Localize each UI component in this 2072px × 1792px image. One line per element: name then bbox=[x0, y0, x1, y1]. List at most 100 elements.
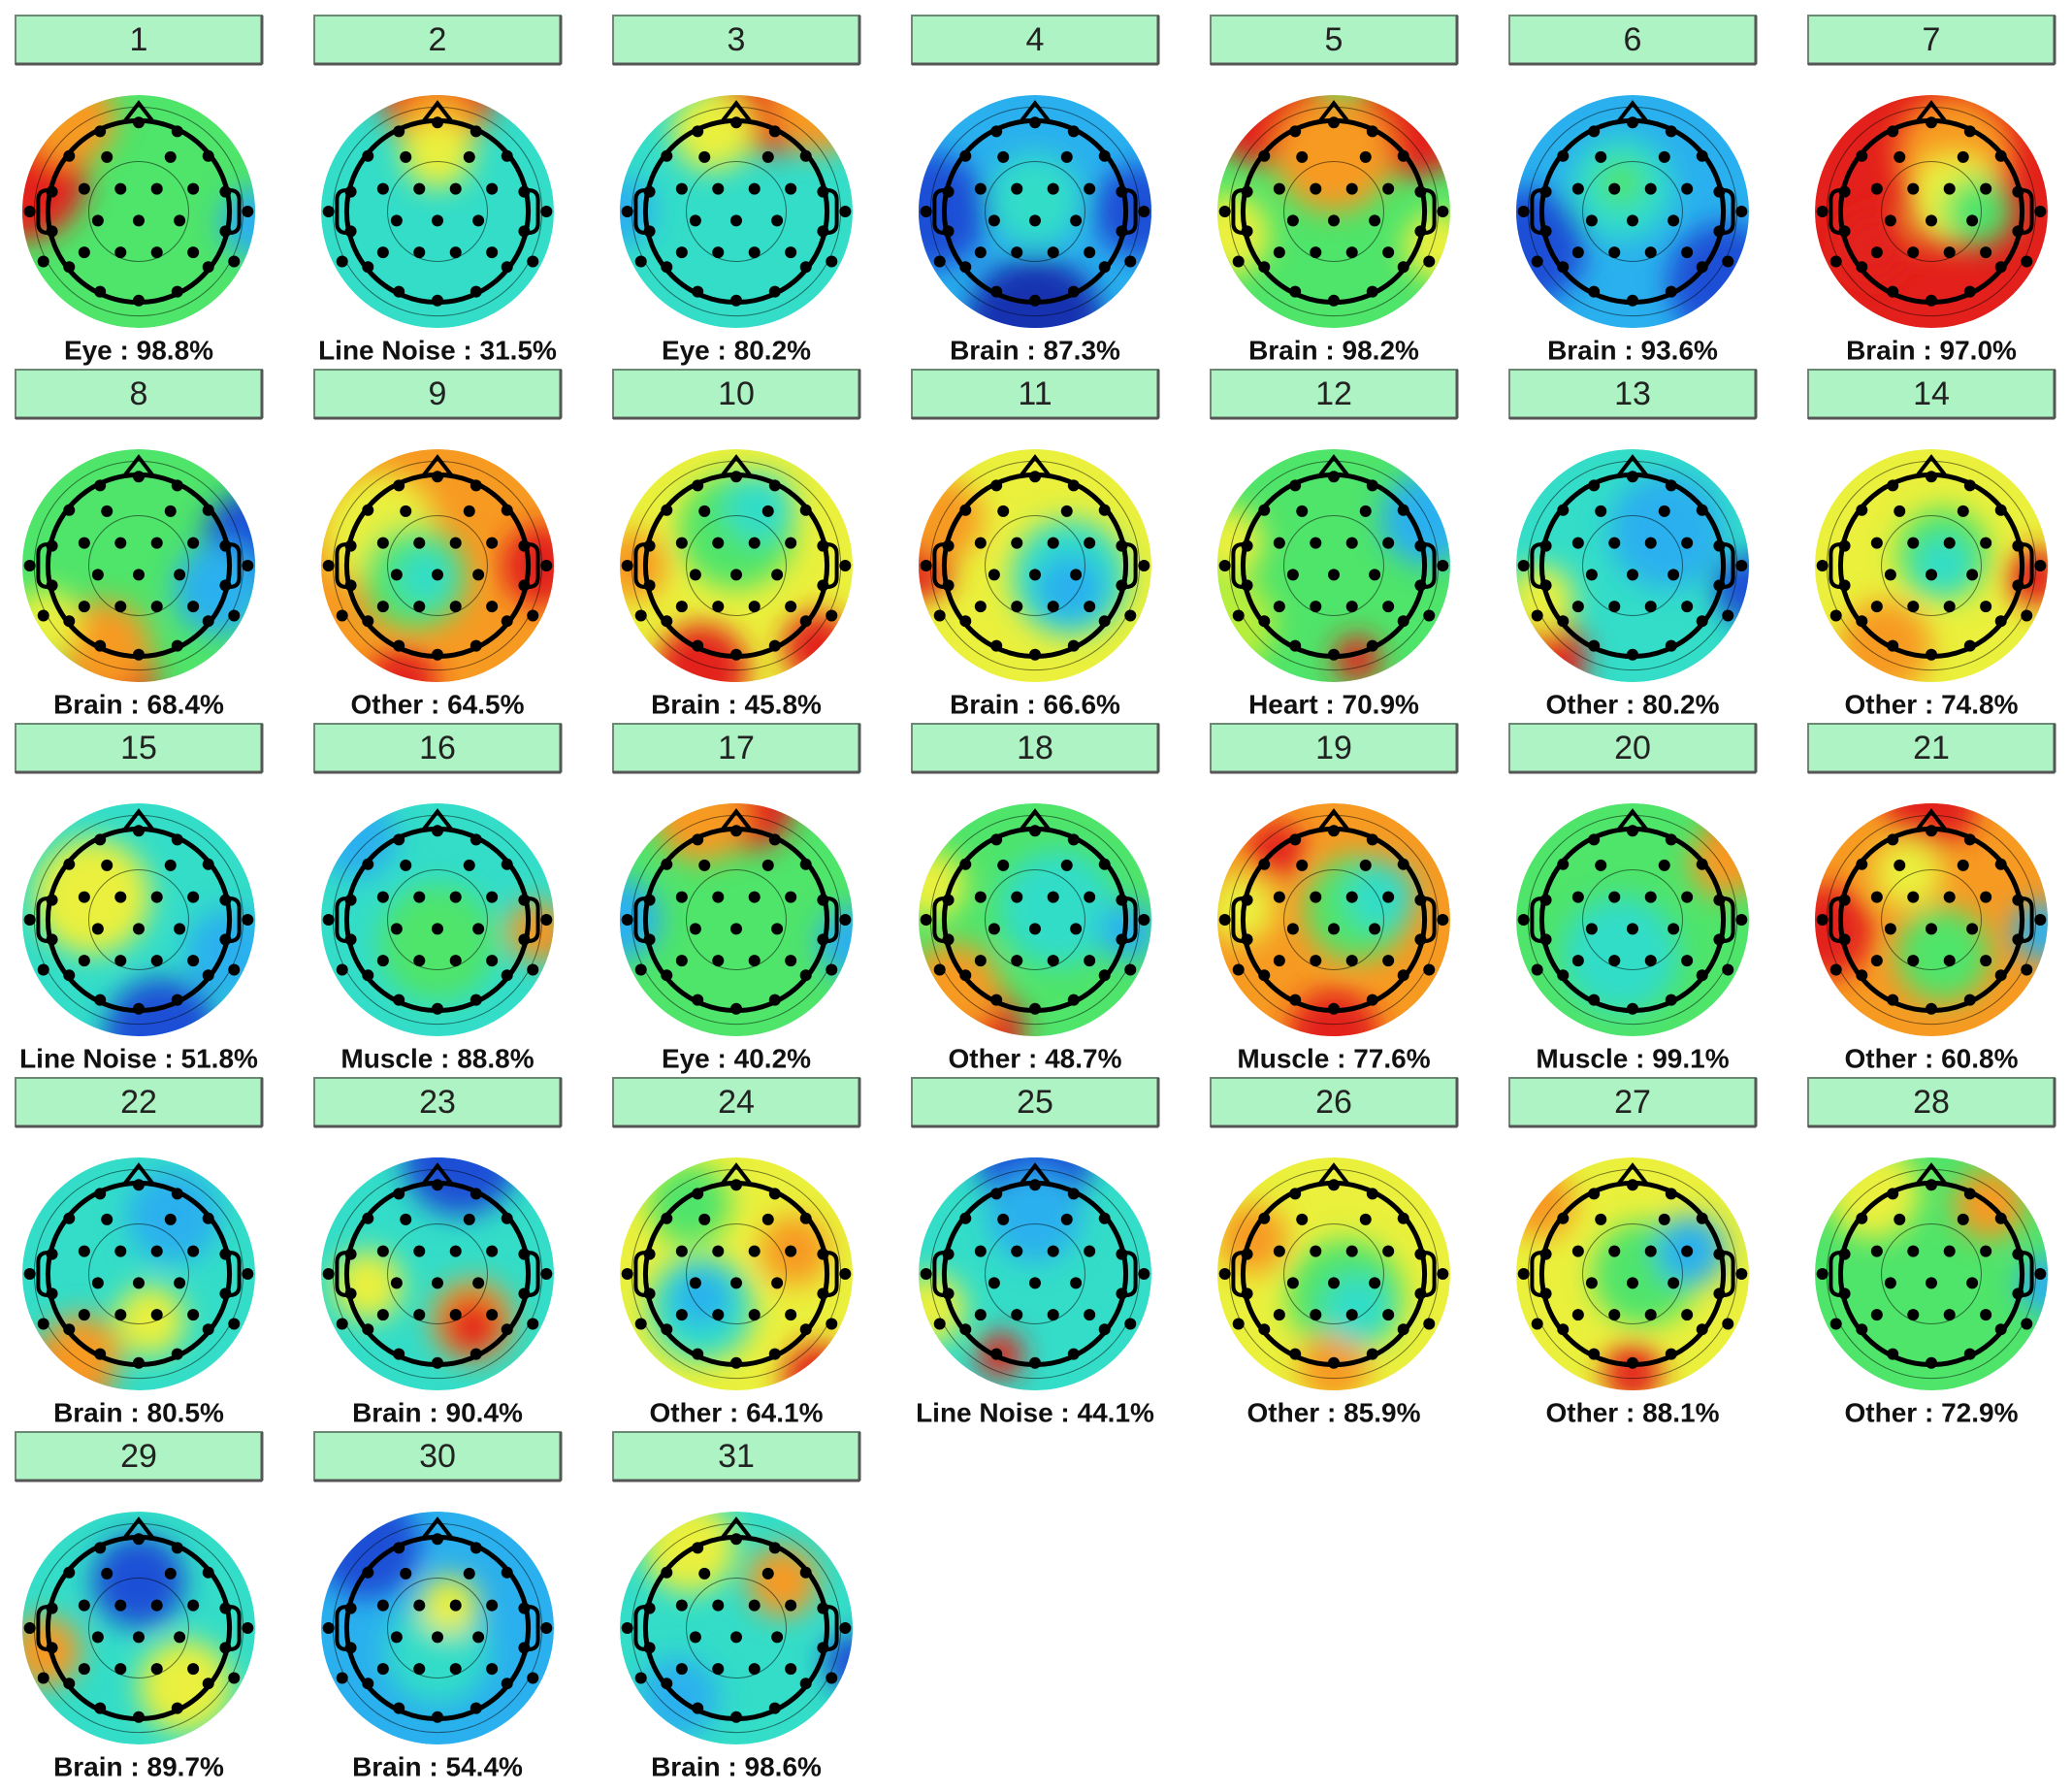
electrode bbox=[933, 609, 946, 622]
electrode bbox=[486, 1663, 499, 1676]
component-button[interactable]: 21 bbox=[1807, 723, 2056, 774]
electrode bbox=[1345, 537, 1358, 549]
component-button[interactable]: 24 bbox=[612, 1077, 861, 1128]
electrode bbox=[46, 185, 58, 198]
electrode bbox=[63, 149, 76, 162]
component-button[interactable]: 27 bbox=[1508, 1077, 1758, 1128]
electrode bbox=[785, 891, 797, 903]
electrode bbox=[1907, 955, 1920, 967]
component-button[interactable]: 31 bbox=[612, 1431, 861, 1482]
electrode bbox=[839, 206, 852, 217]
electrode bbox=[101, 1567, 113, 1580]
component-button[interactable]: 18 bbox=[911, 723, 1160, 774]
electrode bbox=[730, 214, 742, 227]
component-button[interactable]: 12 bbox=[1210, 369, 1459, 420]
electrode bbox=[1907, 246, 1920, 259]
electrode bbox=[171, 285, 183, 298]
electrode bbox=[839, 1268, 852, 1280]
electrode bbox=[942, 225, 955, 238]
electrode bbox=[393, 1702, 405, 1714]
electrode bbox=[1696, 504, 1708, 516]
component-button[interactable]: 13 bbox=[1508, 369, 1758, 420]
component-button[interactable]: 19 bbox=[1210, 723, 1459, 774]
ear bbox=[36, 542, 49, 589]
electrode bbox=[1585, 569, 1598, 581]
component-label: Line Noise : 51.8% bbox=[19, 1043, 258, 1073]
electrode bbox=[228, 1318, 241, 1330]
electrode bbox=[1397, 1323, 1409, 1336]
electrode bbox=[1627, 1277, 1638, 1289]
electrode bbox=[449, 182, 462, 195]
electrode bbox=[1644, 246, 1657, 259]
electrode bbox=[1884, 1277, 1896, 1289]
component-button[interactable]: 10 bbox=[612, 369, 861, 420]
electrode bbox=[1595, 505, 1607, 517]
component-button[interactable]: 26 bbox=[1210, 1077, 1459, 1128]
electrode bbox=[1397, 149, 1409, 162]
electrode bbox=[785, 601, 797, 613]
electrode bbox=[1608, 182, 1621, 195]
electrode bbox=[1345, 182, 1358, 195]
electrode bbox=[133, 116, 145, 129]
component-button[interactable]: 17 bbox=[612, 723, 861, 774]
electrode bbox=[1838, 185, 1851, 198]
component-button[interactable]: 16 bbox=[313, 723, 563, 774]
electrode bbox=[78, 601, 90, 613]
component-button[interactable]: 15 bbox=[15, 723, 264, 774]
electrode bbox=[1887, 833, 1899, 846]
component-button[interactable]: 6 bbox=[1508, 15, 1758, 66]
electrode bbox=[920, 914, 932, 926]
electrode bbox=[174, 1631, 186, 1644]
electrode bbox=[1310, 955, 1322, 967]
component-button[interactable]: 9 bbox=[313, 369, 563, 420]
electrode bbox=[23, 1622, 36, 1634]
electrode bbox=[1258, 1323, 1271, 1336]
component-button[interactable]: 14 bbox=[1807, 369, 2056, 420]
electrode bbox=[768, 1542, 781, 1554]
electrode bbox=[1665, 1348, 1677, 1360]
component-button[interactable]: 28 bbox=[1807, 1077, 2056, 1128]
electrode bbox=[1713, 1287, 1726, 1300]
electrode bbox=[621, 1268, 633, 1280]
electrode bbox=[817, 933, 829, 946]
ear bbox=[1530, 896, 1542, 943]
electrode bbox=[712, 601, 725, 613]
component-button[interactable]: 30 bbox=[313, 1431, 563, 1482]
electrode bbox=[1070, 214, 1083, 227]
component-button[interactable]: 20 bbox=[1508, 723, 1758, 774]
electrode bbox=[1713, 933, 1726, 946]
component-button[interactable]: 25 bbox=[911, 1077, 1160, 1128]
component-button[interactable]: 29 bbox=[15, 1431, 264, 1482]
component-button[interactable]: 7 bbox=[1807, 15, 2056, 66]
electrode bbox=[1116, 225, 1128, 238]
electrode bbox=[942, 539, 955, 552]
component: 23 Brain : 90.4% bbox=[313, 1077, 563, 1427]
electrode bbox=[839, 560, 852, 571]
component-button[interactable]: 5 bbox=[1210, 15, 1459, 66]
electrode bbox=[362, 858, 374, 870]
component: 12 Heart : 70.9% bbox=[1210, 369, 1459, 719]
electrode bbox=[133, 471, 145, 483]
component-button[interactable]: 2 bbox=[313, 15, 563, 66]
electrode bbox=[1328, 1277, 1340, 1289]
electrode bbox=[344, 1287, 357, 1300]
electrode bbox=[959, 858, 972, 870]
component-button[interactable]: 3 bbox=[612, 15, 861, 66]
component-button[interactable]: 4 bbox=[911, 15, 1160, 66]
component-button[interactable]: 8 bbox=[15, 369, 264, 420]
component-button[interactable]: 22 bbox=[15, 1077, 264, 1128]
electrode bbox=[518, 579, 531, 592]
electrode bbox=[643, 185, 656, 198]
electrode bbox=[63, 858, 76, 870]
component-button[interactable]: 23 bbox=[313, 1077, 563, 1128]
electrode bbox=[472, 214, 485, 227]
electrode bbox=[839, 914, 852, 926]
component-button[interactable]: 11 bbox=[911, 369, 1160, 420]
electrode bbox=[393, 285, 405, 298]
electrode bbox=[2012, 933, 2024, 946]
electrode bbox=[768, 479, 781, 492]
electrode bbox=[771, 923, 784, 935]
electrode bbox=[1345, 1245, 1358, 1257]
electrode bbox=[1557, 149, 1570, 162]
component-button[interactable]: 1 bbox=[15, 15, 264, 66]
